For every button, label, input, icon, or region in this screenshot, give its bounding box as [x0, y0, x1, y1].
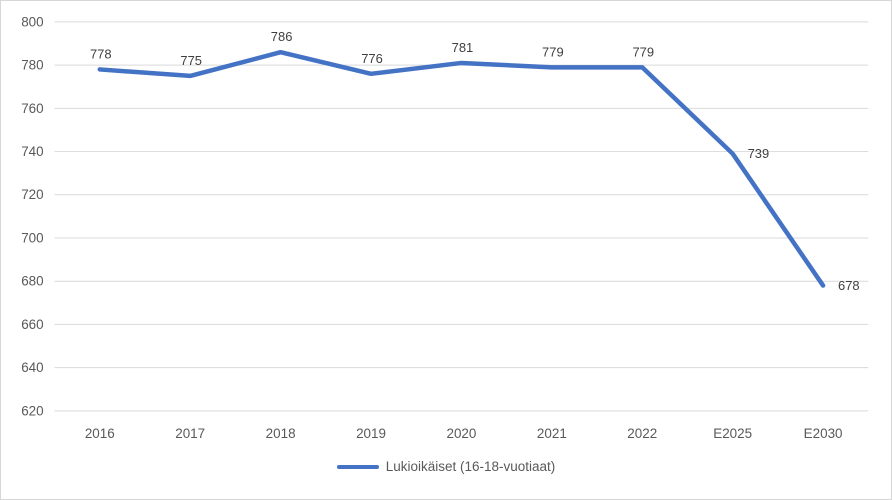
- x-tick-label: E2025: [713, 426, 752, 441]
- y-tick-label: 680: [21, 274, 43, 289]
- y-tick-label: 780: [21, 58, 43, 73]
- y-tick-label: 720: [21, 187, 43, 202]
- data-label: 779: [632, 44, 654, 59]
- x-tick-label: E2030: [804, 426, 843, 441]
- data-label: 678: [838, 278, 860, 293]
- x-tick-label: 2020: [446, 426, 476, 441]
- series-line: [97, 49, 826, 288]
- x-tick-label: 2021: [537, 426, 567, 441]
- data-label: 775: [180, 53, 202, 68]
- data-label: 739: [748, 146, 770, 161]
- y-tick-label: 740: [21, 144, 43, 159]
- x-tick-label: 2018: [266, 426, 296, 441]
- legend-label: Lukioikäiset (16-18-vuotiaat): [385, 459, 556, 474]
- data-label: 776: [361, 51, 383, 66]
- x-tick-label: 2016: [85, 426, 115, 441]
- legend-line-marker: [336, 464, 379, 469]
- y-tick-label: 760: [21, 101, 43, 116]
- data-label: 786: [271, 29, 293, 44]
- y-tick-label: 640: [21, 360, 43, 375]
- x-tick-label: 2017: [175, 426, 205, 441]
- legend: Lukioikäiset (16-18-vuotiaat): [1, 460, 891, 474]
- data-label: 778: [90, 46, 112, 61]
- y-tick-label: 660: [21, 317, 43, 332]
- y-tick-label: 700: [21, 230, 43, 245]
- data-label: 781: [452, 40, 474, 55]
- x-tick-label: 2022: [627, 426, 657, 441]
- y-tick-label: 800: [21, 14, 43, 29]
- y-tick-label: 620: [21, 403, 43, 418]
- data-label: 779: [542, 44, 564, 59]
- x-tick-label: 2019: [356, 426, 386, 441]
